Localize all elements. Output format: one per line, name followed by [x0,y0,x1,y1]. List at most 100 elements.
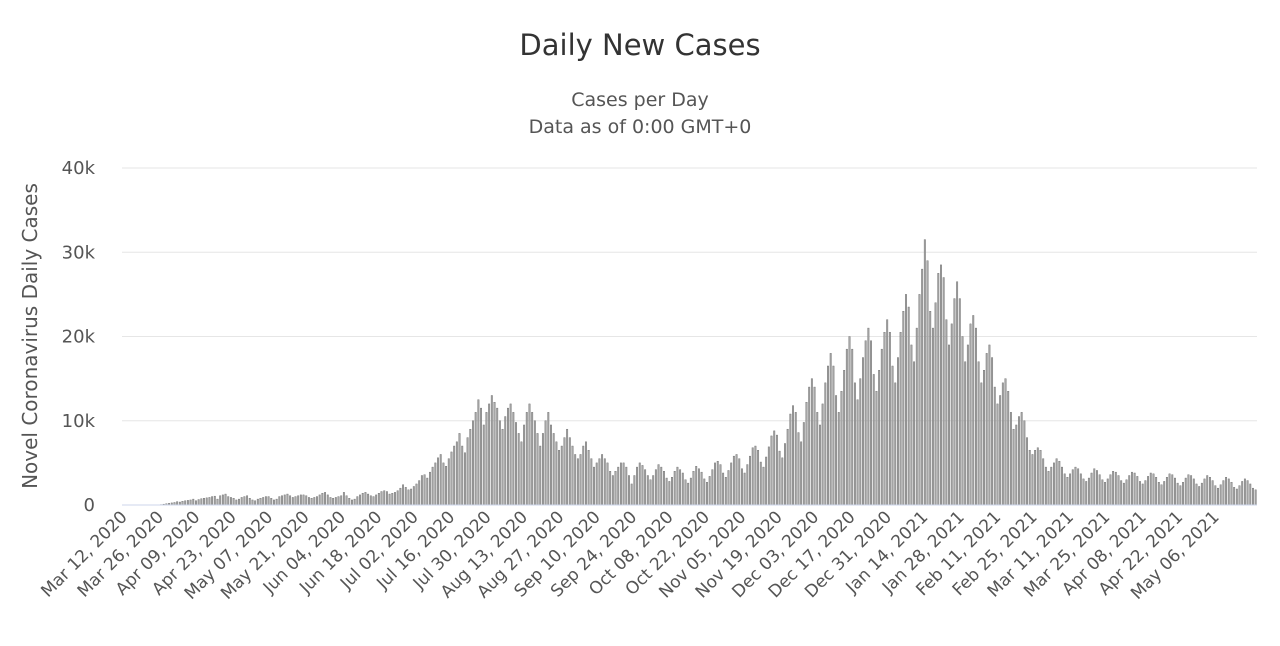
bar [423,474,426,506]
bar [560,445,563,506]
bar [689,477,692,506]
bar [388,493,391,506]
bar [996,403,999,506]
bar [972,315,975,506]
bar [913,361,916,506]
bar [983,370,985,506]
bar [679,469,682,506]
bar [1238,485,1241,506]
bar [415,483,418,506]
bar [463,452,466,506]
bar [875,391,878,506]
bar [1069,473,1072,506]
bar [1152,473,1155,506]
bar [628,475,630,506]
bar [1015,424,1018,506]
bar [1120,480,1123,506]
bar [1171,474,1174,506]
bar [501,428,504,506]
y-axis-ticks: 0 10k 20k 30k 40k [62,158,96,516]
bar [1012,428,1015,506]
bar [929,311,932,506]
bar [800,441,803,506]
bar [490,395,493,506]
bar [232,498,235,506]
bar [732,455,735,506]
bar [888,332,891,506]
bar [407,489,410,506]
bar [1217,487,1219,506]
bar [878,370,881,506]
bar [931,327,934,506]
bar [1112,471,1115,506]
bar [488,403,491,506]
bar [1001,382,1004,506]
bar [399,487,402,506]
bar [595,462,598,506]
bar [515,422,517,506]
bar [1252,487,1254,506]
bar [684,479,687,506]
bar [880,348,883,506]
bar [1174,477,1176,506]
bar [1031,454,1034,506]
bar [576,458,579,506]
bar [221,494,224,506]
bar [359,494,361,506]
bar [1176,482,1179,506]
bar [267,496,270,506]
bar [550,424,552,506]
bar [1125,479,1128,506]
bar [856,399,859,506]
bar [1055,458,1058,506]
bar [762,466,765,506]
bar [905,294,907,506]
bar [926,260,929,506]
bar [730,462,733,506]
bar [907,306,910,506]
bar [1184,477,1187,506]
bar [681,472,684,506]
bar [853,382,856,506]
bar [1243,478,1246,506]
bar [899,332,902,506]
bar [751,447,754,506]
bar [504,416,507,506]
bar [692,471,695,506]
bar [375,494,378,506]
bar [719,464,722,506]
bar [523,424,526,506]
bar [695,466,698,506]
bar [1155,477,1158,506]
bar [708,476,711,506]
bar [528,403,531,506]
bar [827,365,829,506]
bar [845,348,848,506]
bar [1141,483,1144,506]
bar [1160,484,1163,506]
bar [617,466,620,506]
bar [991,357,994,506]
bar [813,386,816,506]
bar [321,493,324,506]
bar [547,412,550,506]
bar [1179,485,1182,506]
bar [948,344,950,506]
bar [348,498,351,506]
bar [1034,450,1037,506]
bar [450,451,453,506]
bar [1052,462,1055,506]
bar [821,403,824,506]
bar [219,495,222,506]
bar [498,420,501,506]
bar [587,450,590,506]
bar [590,458,593,506]
bar [870,340,872,506]
bar [940,264,942,506]
bar [622,462,625,506]
bar [724,477,727,506]
bar [571,445,574,506]
bar [894,382,897,506]
bar [579,454,582,506]
